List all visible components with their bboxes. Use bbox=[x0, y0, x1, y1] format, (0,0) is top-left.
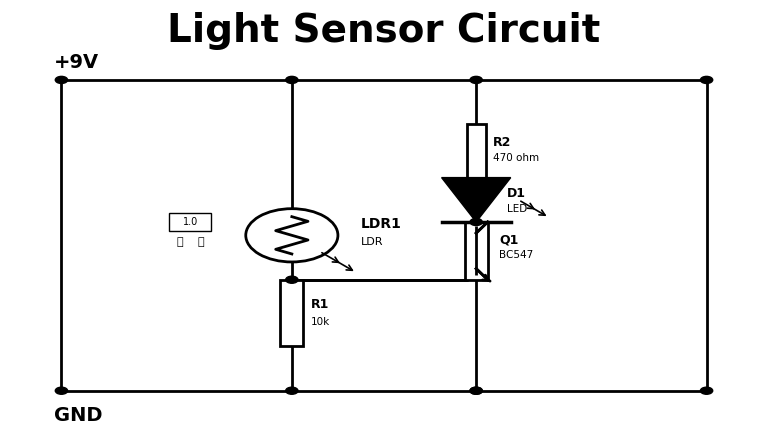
Text: D1: D1 bbox=[507, 186, 526, 200]
Bar bbox=[280, 280, 303, 346]
Bar bbox=[467, 124, 486, 178]
Circle shape bbox=[470, 218, 482, 226]
Text: R1: R1 bbox=[311, 297, 329, 311]
Text: ⓕ: ⓕ bbox=[197, 237, 204, 247]
Circle shape bbox=[55, 387, 68, 394]
Text: Light Sensor Circuit: Light Sensor Circuit bbox=[167, 12, 601, 50]
Circle shape bbox=[246, 209, 338, 262]
Text: LED: LED bbox=[507, 204, 527, 214]
Circle shape bbox=[286, 387, 298, 394]
Text: 470 ohm: 470 ohm bbox=[493, 153, 539, 163]
Text: LDR: LDR bbox=[361, 237, 383, 247]
Text: 10k: 10k bbox=[311, 317, 330, 327]
Text: LDR1: LDR1 bbox=[361, 217, 402, 231]
Circle shape bbox=[470, 387, 482, 394]
Text: +9V: +9V bbox=[54, 53, 99, 71]
Circle shape bbox=[700, 76, 713, 83]
Text: Q1: Q1 bbox=[499, 233, 518, 246]
Circle shape bbox=[286, 276, 298, 283]
Text: BC547: BC547 bbox=[499, 250, 534, 260]
Bar bbox=[465, 222, 488, 280]
Text: R2: R2 bbox=[493, 135, 511, 149]
Polygon shape bbox=[442, 178, 511, 222]
Text: 1.0: 1.0 bbox=[183, 217, 197, 227]
Circle shape bbox=[55, 76, 68, 83]
Circle shape bbox=[470, 387, 482, 394]
Circle shape bbox=[700, 387, 713, 394]
Bar bbox=[169, 213, 211, 231]
Text: GND: GND bbox=[54, 406, 102, 424]
Text: ⓘ: ⓘ bbox=[176, 237, 183, 247]
Circle shape bbox=[470, 76, 482, 83]
Circle shape bbox=[286, 76, 298, 83]
